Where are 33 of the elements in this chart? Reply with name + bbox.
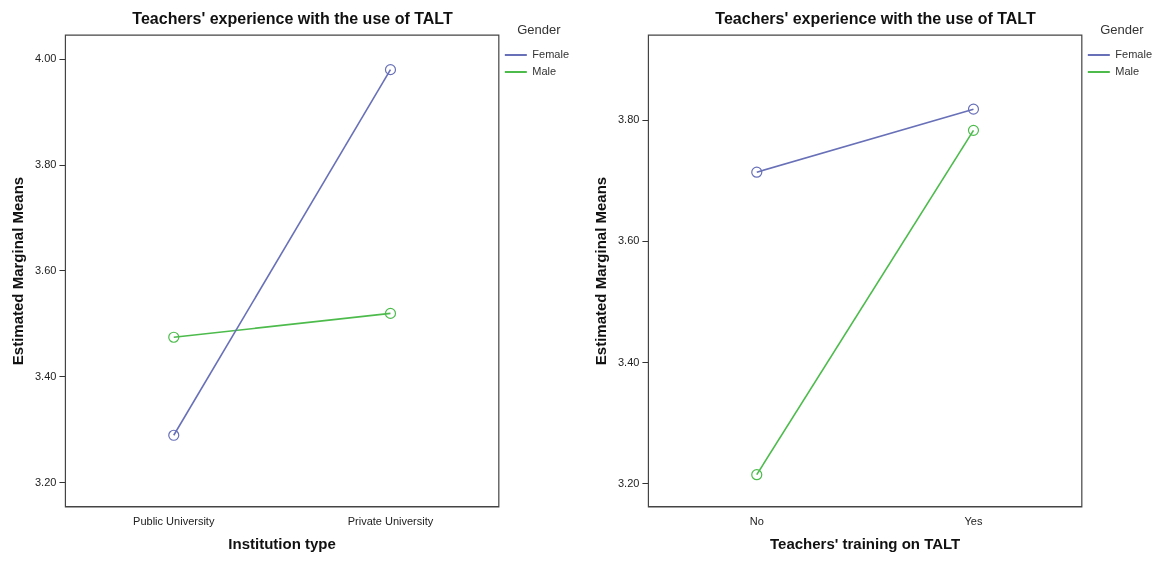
- x-axis-title: Institution type: [228, 535, 336, 553]
- point: [967, 124, 980, 136]
- x-tick-label: No: [749, 515, 764, 528]
- y-tick-label: 3.80: [617, 113, 640, 126]
- chart-title: Teachers' experience with the use of TALT: [132, 10, 453, 28]
- y-tick-label: 3.40: [617, 355, 640, 368]
- y-tick-label: 3.20: [34, 475, 57, 488]
- x-tick-label: Private University: [347, 515, 434, 528]
- x-tick-label: Public University: [133, 515, 215, 528]
- legend-label: Female: [532, 48, 570, 61]
- point: [751, 166, 763, 178]
- point: [967, 103, 980, 115]
- point: [384, 64, 397, 76]
- chart-title: Teachers' experience with the use of TALT: [715, 10, 1036, 28]
- y-tick-label: 3.60: [617, 234, 640, 247]
- y-tick-label: 3.40: [34, 370, 57, 383]
- y-tick-label: 3.60: [34, 264, 57, 277]
- point: [168, 429, 180, 441]
- x-axis-title: Teachers' training on TALT: [769, 535, 961, 553]
- legend-title: Gender: [517, 22, 562, 38]
- y-tick-label: 3.80: [34, 158, 57, 171]
- y-tick-label: 3.20: [617, 476, 640, 489]
- legend-title: Gender: [1100, 22, 1145, 38]
- point: [168, 331, 180, 343]
- legend-label: Male: [532, 65, 557, 78]
- y-axis-title: Estimated Marginal Means: [592, 176, 610, 366]
- point: [384, 307, 397, 319]
- y-axis-title: Estimated Marginal Means: [9, 176, 27, 366]
- legend-label: Female: [1115, 48, 1153, 61]
- x-tick-label: Yes: [964, 515, 983, 528]
- y-tick-label: 4.00: [34, 52, 57, 65]
- point: [751, 469, 763, 481]
- legend-label: Male: [1115, 65, 1140, 78]
